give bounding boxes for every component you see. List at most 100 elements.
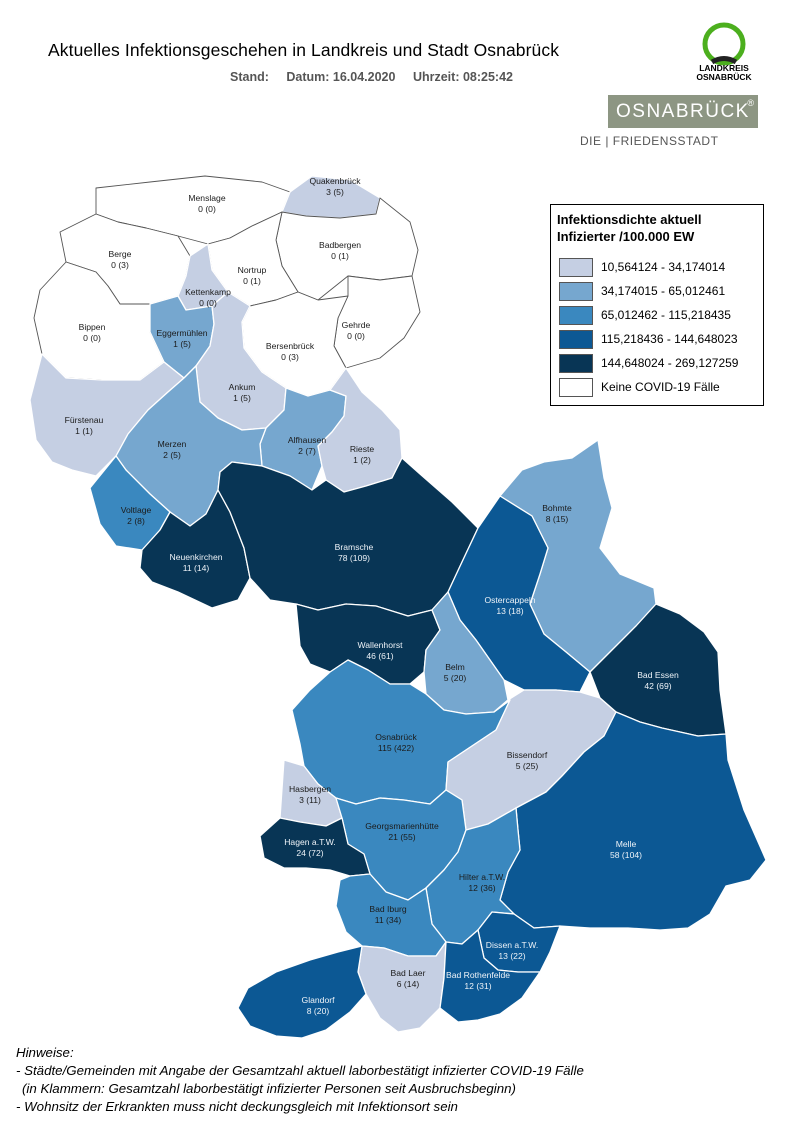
landkreis-ring-icon: [702, 22, 746, 66]
region-label-value: 13 (18): [496, 606, 523, 616]
region-label-name: Bad Iburg: [369, 904, 406, 914]
region-hagen-a-t-w: [259, 817, 371, 877]
region-label-name: Belm: [445, 662, 465, 672]
region-label-name: Glandorf: [302, 995, 336, 1005]
region-label-value: 11 (14): [183, 563, 210, 573]
region-label-name: Quakenbrück: [309, 176, 361, 186]
region-label-name: Bohmte: [542, 503, 572, 513]
region-label-name: Hilter a.T.W.: [459, 872, 505, 882]
legend-label: 144,648024 - 269,127259: [601, 356, 739, 370]
notes-heading: Hinweise:: [16, 1045, 74, 1060]
legend-swatch: [559, 377, 593, 397]
region-label-name: Alfhausen: [288, 435, 326, 445]
legend-swatch: [559, 353, 593, 373]
region-label-name: Georgsmarienhütte: [365, 821, 439, 831]
region-label-value: 42 (69): [644, 681, 671, 691]
legend-swatch: [559, 305, 593, 325]
region-label-value: 0 (3): [281, 352, 299, 362]
region-label-value: 0 (0): [198, 204, 216, 214]
region-label-name: Ostercappeln: [484, 595, 535, 605]
region-label-value: 78 (109): [338, 553, 370, 563]
stadt-logo-mark: ®: [747, 98, 754, 108]
region-label-name: Bad Essen: [637, 670, 679, 680]
legend-label: 65,012462 - 115,218435: [601, 308, 731, 322]
stadt-logo-subtitle: DIE | FRIEDENSSTADT: [580, 134, 719, 148]
region-label-name: Fürstenau: [65, 415, 104, 425]
landkreis-logo: [702, 22, 746, 66]
landkreis-logo-line2: OSNABRÜCK: [696, 72, 752, 82]
stadt-logo: OSNABRÜCK ®: [608, 95, 758, 128]
region-label-name: Neuenkirchen: [169, 552, 222, 562]
region-label-name: Ankum: [229, 382, 256, 392]
legend-label: 10,564124 - 34,174014: [601, 260, 726, 274]
region-label-name: Eggermühlen: [156, 328, 207, 338]
region-label-name: Bersenbrück: [266, 341, 315, 351]
legend-label: Keine COVID-19 Fälle: [601, 380, 720, 394]
region-label-value: 8 (20): [307, 1006, 330, 1016]
region-label-value: 2 (7): [298, 446, 316, 456]
region-label-value: 0 (1): [243, 276, 261, 286]
region-label-value: 1 (2): [353, 455, 371, 465]
notes-line-2: (in Klammern: Gesamtzahl laborbestätigt …: [22, 1081, 516, 1096]
region-label-value: 0 (0): [83, 333, 101, 343]
region-label-name: Bippen: [79, 322, 106, 332]
region-label-value: 2 (5): [163, 450, 181, 460]
legend-row: 34,174015 - 65,012461: [559, 281, 725, 301]
legend-row: 115,218436 - 144,648023: [559, 329, 738, 349]
timestamp-line: Stand: Datum: 16.04.2020 Uhrzeit: 08:25:…: [230, 70, 527, 84]
region-label-name: Gehrde: [342, 320, 371, 330]
region-label-value: 58 (104): [610, 850, 642, 860]
region-label-value: 0 (3): [111, 260, 129, 270]
region-label-name: Nortrup: [238, 265, 267, 275]
notes: Hinweise: - Städte/Gemeinden mit Angabe …: [16, 1044, 584, 1116]
map-legend: Infektionsdichte aktuell Infizierter /10…: [550, 204, 764, 406]
region-label-name: Bad Rothenfelde: [446, 970, 510, 980]
notes-line-3: - Wohnsitz der Erkrankten muss nicht dec…: [16, 1099, 458, 1114]
region-label-value: 46 (61): [366, 651, 393, 661]
region-label-value: 3 (5): [326, 187, 344, 197]
date-text: Datum: 16.04.2020: [286, 70, 396, 84]
region-label-name: Hagen a.T.W.: [284, 837, 336, 847]
region-label-value: 0 (0): [199, 298, 217, 308]
landkreis-arc-icon: [710, 56, 738, 65]
page-title: Aktuelles Infektionsgeschehen in Landkre…: [48, 40, 560, 60]
region-label-name: Voltlage: [121, 505, 152, 515]
region-label-value: 12 (31): [464, 981, 491, 991]
region-label-name: Menslage: [188, 193, 225, 203]
region-label-value: 24 (72): [296, 848, 323, 858]
region-label-name: Berge: [109, 249, 132, 259]
region-glandorf: [237, 945, 367, 1039]
region-label-name: Bad Laer: [391, 968, 426, 978]
region-label-name: Osnabrück: [375, 732, 417, 742]
region-label-name: Melle: [616, 839, 637, 849]
landkreis-logo-line1: LANDKREIS: [699, 63, 749, 73]
legend-swatch: [559, 281, 593, 301]
region-label-value: 0 (1): [331, 251, 349, 261]
region-label-value: 21 (55): [388, 832, 415, 842]
region-label-value: 12 (36): [468, 883, 495, 893]
landkreis-logo-text: LANDKREIS OSNABRÜCK: [682, 64, 766, 82]
legend-swatch: [559, 257, 593, 277]
region-label-value: 0 (0): [347, 331, 365, 341]
region-label-name: Rieste: [350, 444, 375, 454]
region-label-value: 8 (15): [546, 514, 569, 524]
region-label-value: 11 (34): [375, 915, 402, 925]
time-text: Uhrzeit: 08:25:42: [412, 70, 513, 84]
region-label-name: Bissendorf: [507, 750, 548, 760]
legend-row: 144,648024 - 269,127259: [559, 353, 738, 373]
region-label-name: Badbergen: [319, 240, 361, 250]
region-label-name: Hasbergen: [289, 784, 331, 794]
legend-label: 34,174015 - 65,012461: [601, 284, 726, 298]
region-label-name: Kettenkamp: [185, 287, 231, 297]
legend-title-line1: Infektionsdichte aktuell: [557, 212, 702, 227]
legend-swatch: [559, 329, 593, 349]
region-label-value: 115 (422): [378, 743, 414, 753]
region-label-value: 13 (22): [498, 951, 525, 961]
region-label-name: Merzen: [158, 439, 187, 449]
region-label-value: 3 (11): [299, 795, 321, 805]
region-label-value: 1 (1): [75, 426, 93, 436]
region-label-value: 1 (5): [173, 339, 191, 349]
region-label-value: 1 (5): [233, 393, 251, 403]
region-label-value: 5 (25): [516, 761, 539, 771]
